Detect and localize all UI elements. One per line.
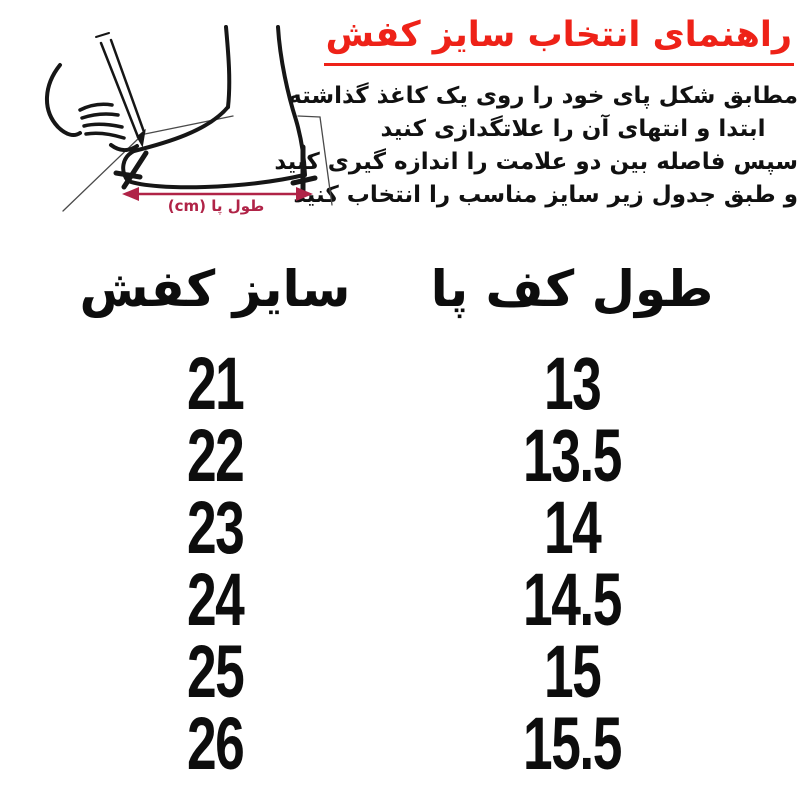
foot-length-cell: 15 <box>543 630 602 713</box>
foot-length-cell: 13 <box>543 342 602 425</box>
instruction-line: و طبق جدول زیر سایز مناسب را انتخاب کنید <box>293 182 798 208</box>
foot-length-cell: 14 <box>543 486 602 569</box>
instruction-line: مطابق شکل پای خود را روی یک کاغذ گذاشته <box>288 83 798 109</box>
foot-length-cell: 15.5 <box>523 702 622 785</box>
instruction-line: سپس فاصله بین دو علامت را اندازه گیری کن… <box>274 149 798 175</box>
column-header-foot-length: طول کف پا <box>430 260 714 318</box>
hand-pencil-drawing <box>44 32 146 152</box>
title-area: راهنمای انتخاب سایز کفش <box>323 12 794 66</box>
size-table-column-foot-length: طول کف پا 13 13.5 14 14.5 15 15.5 <box>417 240 727 785</box>
arrow-label: طول پا (cm) <box>167 197 265 215</box>
foot-tracing-drawing <box>44 25 333 212</box>
measure-tick-marks <box>113 144 318 196</box>
length-arrow <box>122 187 313 201</box>
shoe-size-cell: 22 <box>186 414 245 497</box>
foot-outline-drawing <box>121 25 307 190</box>
shoe-size-cell: 26 <box>186 702 245 785</box>
foot-length-cell: 14.5 <box>523 558 622 641</box>
instruction-line: ابتدا و انتهای آن را علاتگدازی کنید <box>380 116 766 142</box>
foot-length-cell: 13.5 <box>523 414 622 497</box>
column-header-shoe-size: سایز کفش <box>79 260 351 318</box>
instructions-block: مطابق شکل پای خود را روی یک کاغذ گذاشته … <box>274 80 798 212</box>
shoe-size-cell: 25 <box>186 630 245 713</box>
foot-measurement-illustration: طول پا (cm) <box>16 25 364 233</box>
shoe-size-cell: 21 <box>186 342 245 425</box>
shoe-size-cell: 24 <box>186 558 245 641</box>
page-title: راهنمای انتخاب سایز کفش <box>323 12 794 66</box>
size-table-column-shoe-size: سایز کفش 21 22 23 24 25 26 <box>55 240 375 785</box>
shoe-size-cell: 23 <box>186 486 245 569</box>
